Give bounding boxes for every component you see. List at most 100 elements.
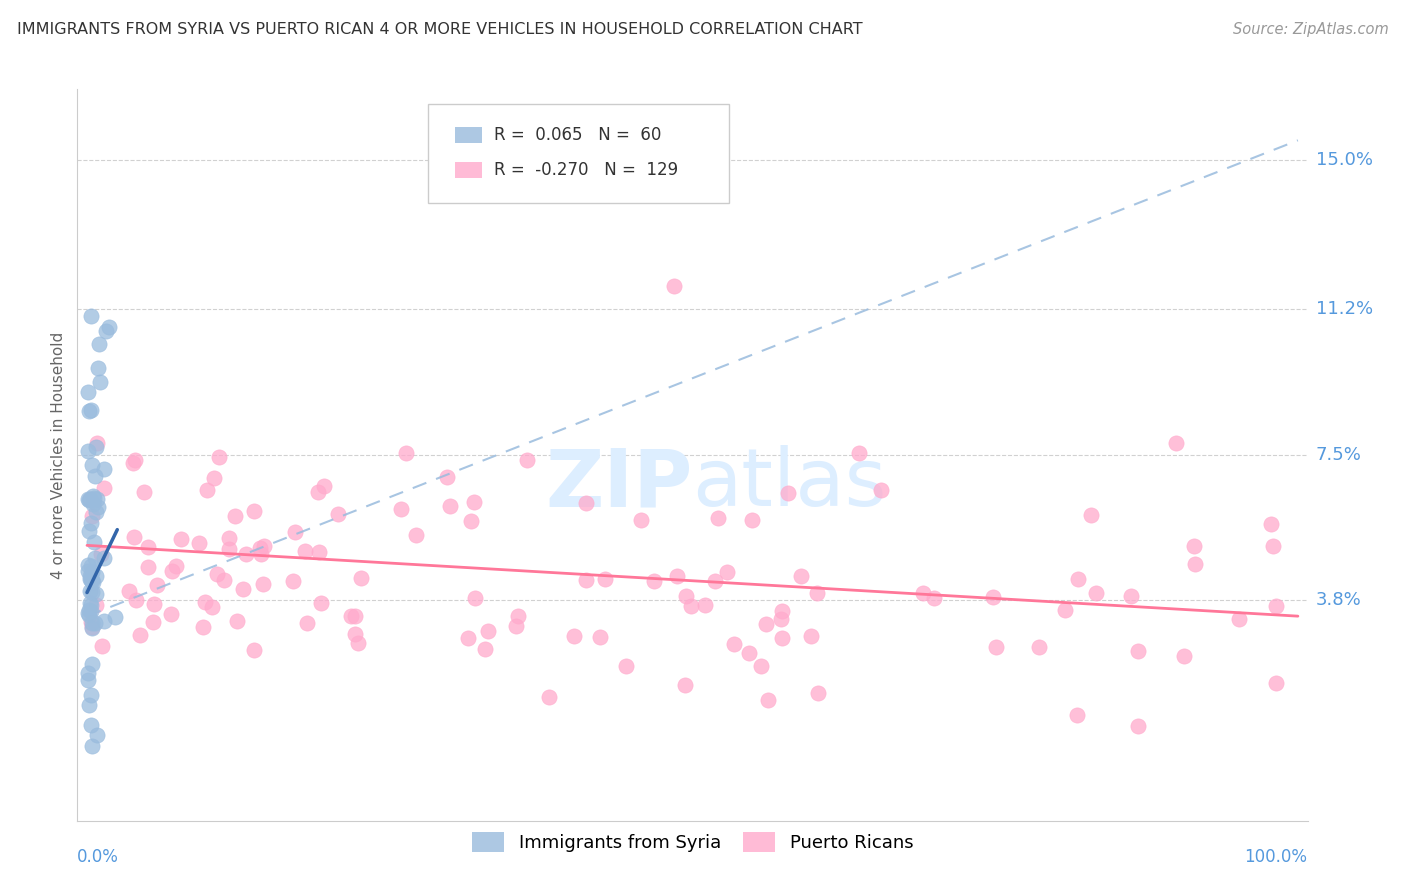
Point	[630, 513, 652, 527]
Point	[207, 566, 229, 581]
Point	[505, 618, 527, 632]
Bar	[456, 161, 482, 178]
Point	[146, 578, 169, 592]
Point	[1066, 707, 1088, 722]
Text: 15.0%: 15.0%	[1316, 151, 1372, 169]
Point	[347, 636, 370, 650]
Point	[506, 609, 529, 624]
Text: R =  -0.270   N =  129: R = -0.270 N = 129	[495, 161, 679, 178]
Point	[141, 615, 163, 629]
Point	[308, 545, 330, 559]
Point	[76, 564, 98, 578]
Point	[76, 385, 98, 400]
Point	[96, 324, 118, 338]
Point	[170, 532, 193, 546]
Point	[870, 483, 893, 497]
Point	[981, 591, 1004, 605]
Point	[457, 631, 479, 645]
Point	[1080, 508, 1102, 523]
Point	[741, 513, 763, 527]
Point	[1164, 436, 1187, 450]
Point	[311, 597, 333, 611]
Point	[104, 609, 127, 624]
Point	[284, 524, 307, 539]
Point	[87, 500, 110, 514]
Point	[80, 403, 103, 417]
Point	[984, 640, 1007, 655]
Point	[664, 278, 686, 293]
Point	[343, 608, 366, 623]
Point	[297, 615, 319, 630]
Point	[224, 509, 246, 524]
Point	[80, 516, 103, 531]
Point	[86, 728, 108, 742]
Point	[716, 565, 738, 579]
Point	[80, 309, 103, 323]
Point	[723, 637, 745, 651]
Point	[84, 440, 107, 454]
Point	[160, 564, 183, 578]
Point	[800, 629, 823, 643]
Point	[80, 573, 103, 587]
Point	[197, 483, 219, 497]
Point	[125, 593, 148, 607]
Point	[204, 471, 226, 485]
Point	[755, 616, 778, 631]
Point	[79, 698, 101, 712]
Point	[389, 502, 412, 516]
Point	[911, 586, 934, 600]
Point	[253, 539, 276, 553]
Point	[1028, 640, 1050, 654]
Point	[82, 509, 104, 524]
Point	[232, 582, 254, 596]
Point	[87, 336, 110, 351]
Point	[673, 678, 696, 692]
Point	[79, 604, 101, 618]
Point	[1182, 540, 1205, 554]
Point	[118, 583, 141, 598]
Point	[80, 621, 103, 635]
Point	[593, 572, 616, 586]
Point	[770, 632, 793, 646]
Point	[77, 403, 100, 417]
Point	[80, 718, 103, 732]
Text: 100.0%: 100.0%	[1244, 848, 1308, 866]
Text: atlas: atlas	[693, 445, 887, 524]
Point	[589, 630, 612, 644]
Point	[201, 599, 224, 614]
Point	[562, 629, 585, 643]
Point	[922, 591, 945, 605]
Point	[188, 535, 211, 549]
Point	[77, 524, 100, 539]
Bar	[456, 128, 482, 144]
Point	[83, 491, 105, 505]
Point	[1260, 517, 1282, 532]
Point	[1263, 540, 1285, 554]
Point	[679, 599, 702, 613]
Point	[349, 571, 371, 585]
Text: 11.2%: 11.2%	[1316, 301, 1374, 318]
Point	[89, 375, 111, 389]
Point	[86, 360, 108, 375]
Point	[1084, 586, 1107, 600]
Point	[80, 458, 103, 473]
Point	[80, 559, 103, 574]
Point	[79, 568, 101, 582]
Point	[77, 666, 100, 681]
Point	[80, 565, 103, 579]
Legend: Immigrants from Syria, Puerto Ricans: Immigrants from Syria, Puerto Ricans	[464, 825, 921, 859]
Point	[770, 604, 793, 618]
Point	[82, 574, 104, 589]
Point	[738, 647, 761, 661]
Point	[80, 688, 103, 702]
Point	[749, 659, 772, 673]
Point	[436, 470, 458, 484]
Text: 0.0%: 0.0%	[77, 848, 120, 866]
Point	[83, 616, 105, 631]
Point	[79, 492, 101, 507]
Point	[1173, 648, 1195, 663]
Point	[79, 491, 101, 506]
Point	[86, 436, 108, 450]
Point	[80, 598, 103, 612]
Point	[243, 642, 266, 657]
